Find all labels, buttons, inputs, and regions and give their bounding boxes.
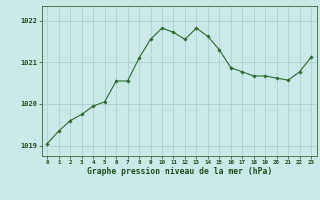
X-axis label: Graphe pression niveau de la mer (hPa): Graphe pression niveau de la mer (hPa) [87, 167, 272, 176]
